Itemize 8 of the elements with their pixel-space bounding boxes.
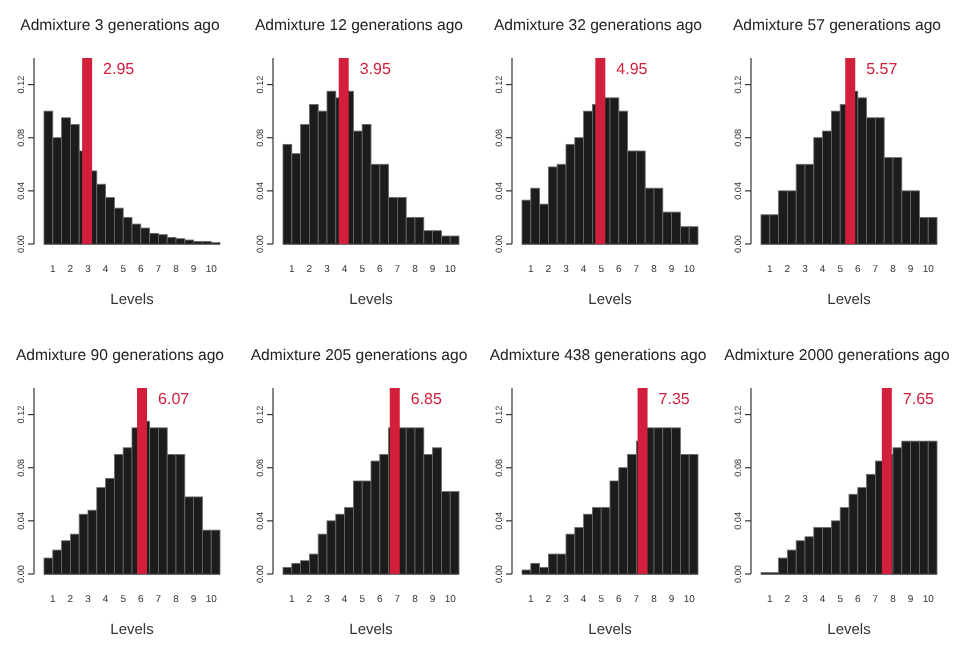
ref-line-label: 7.35 — [658, 390, 691, 408]
ref-line-label: 6.07 — [158, 390, 191, 408]
ref-line-label: 4.95 — [616, 60, 649, 78]
ref-line-label: 3.95 — [359, 60, 392, 78]
ref-line-label: 2.95 — [103, 60, 136, 78]
ref-line-label: 5.57 — [866, 60, 899, 78]
ref-line-label: 6.85 — [410, 390, 443, 408]
ref-line-label: 7.65 — [902, 390, 936, 408]
